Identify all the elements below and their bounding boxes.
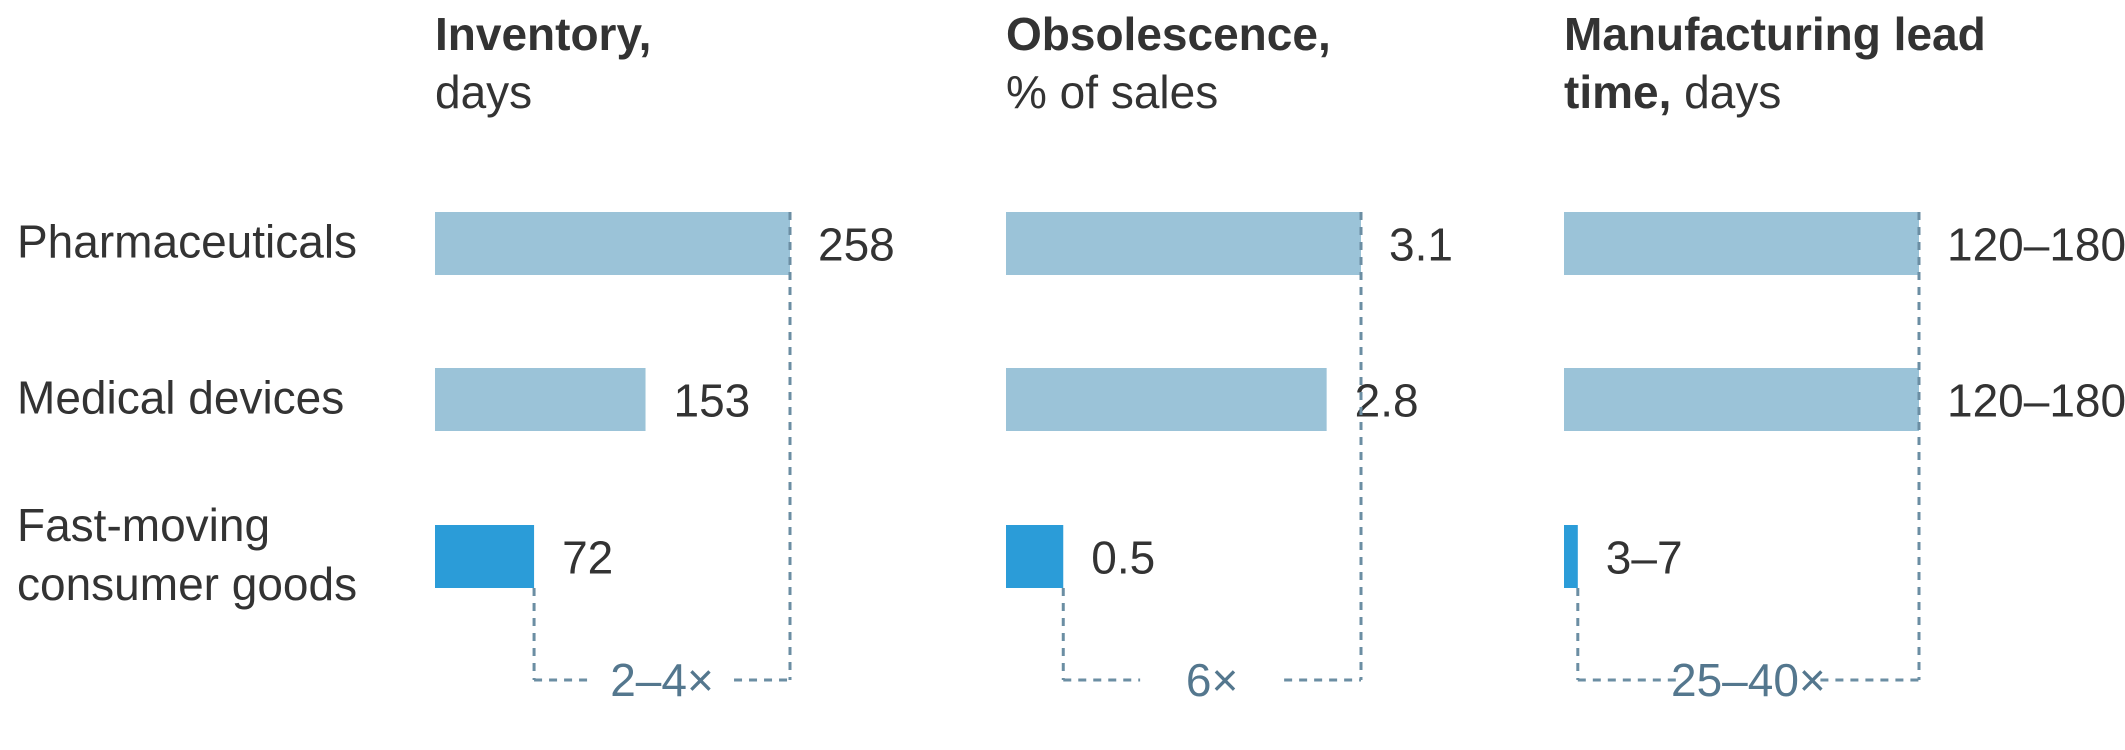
panel-title-part: Obsolescence,: [1006, 8, 1331, 60]
bar: [1006, 368, 1327, 431]
bar: [1006, 212, 1361, 275]
value-label: 120–180: [1947, 375, 2125, 427]
bar: [1006, 525, 1064, 588]
value-label: 120–180: [1947, 219, 2125, 271]
bar: [435, 525, 535, 588]
row-label: Fast-moving: [17, 499, 270, 551]
panel-title-line: days: [435, 66, 532, 118]
panel-title-line: Obsolescence,: [1006, 8, 1331, 60]
panel-title-part: days: [435, 66, 532, 118]
value-label: 3.1: [1389, 219, 1453, 271]
bar: [435, 368, 646, 431]
bar: [435, 212, 790, 275]
value-label: 0.5: [1091, 532, 1155, 584]
row-label: Pharmaceuticals: [17, 216, 357, 268]
panel-title-part: time,: [1564, 66, 1684, 118]
multiplier-label: 25–40×: [1671, 654, 1826, 706]
panel-title-line: % of sales: [1006, 66, 1218, 118]
bar: [1564, 368, 1919, 431]
panel-title-part: % of sales: [1006, 66, 1218, 118]
panel-title-part: Manufacturing lead: [1564, 8, 1986, 60]
panel-title-part: days: [1684, 66, 1781, 118]
value-label: 258: [818, 219, 895, 271]
multiplier-label: 2–4×: [610, 654, 714, 706]
panel-title-line: Manufacturing lead: [1564, 8, 1986, 60]
bar: [1564, 212, 1919, 275]
row-label: consumer goods: [17, 558, 357, 610]
value-label: 3–7: [1606, 532, 1683, 584]
panel-title-line: time, days: [1564, 66, 1781, 118]
panel-title-line: Inventory,: [435, 8, 651, 60]
value-label: 72: [562, 532, 613, 584]
value-label: 2.8: [1355, 375, 1419, 427]
panel-title-part: Inventory,: [435, 8, 651, 60]
value-label: 153: [674, 375, 751, 427]
row-label: Medical devices: [17, 372, 344, 424]
multiplier-label: 6×: [1186, 654, 1238, 706]
bar: [1564, 525, 1578, 588]
